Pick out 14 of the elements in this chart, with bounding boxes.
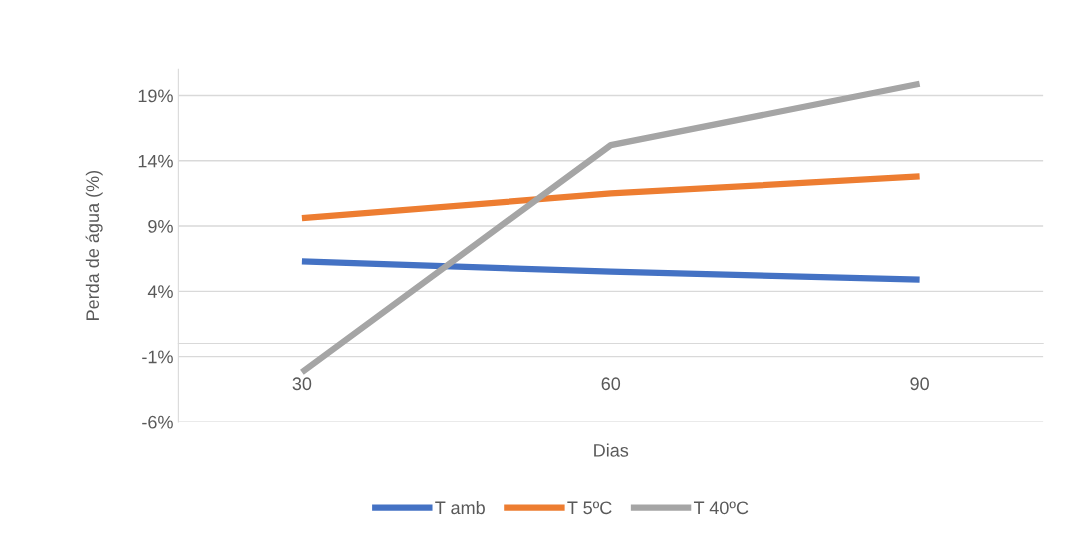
x-axis-title: Dias [594, 443, 629, 457]
x-tick-label: 60 [601, 377, 621, 391]
x-tick-label: 30 [292, 377, 312, 391]
legend-label: T 40ºC [693, 501, 749, 515]
y-tick-label: 14% [138, 154, 173, 168]
y-axis-title: Perda de água (%) [85, 170, 103, 320]
y-tick-label: 19% [138, 89, 173, 103]
y-tick-label: -1% [142, 350, 173, 364]
legend-label: T 5ºC [567, 501, 612, 515]
legend-label: T amb [435, 500, 485, 515]
x-tick-label: 90 [910, 377, 929, 391]
y-tick-label: 4% [147, 285, 173, 298]
y-tick-label: 9% [148, 219, 173, 233]
y-tick-label: -6% [142, 415, 173, 429]
